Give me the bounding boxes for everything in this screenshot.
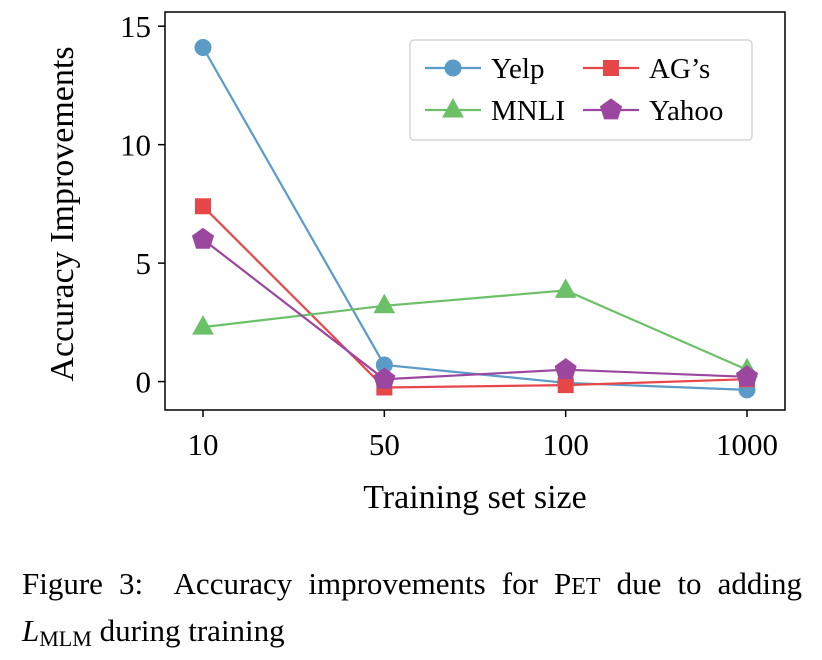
data-point-ags	[557, 377, 574, 394]
y-tick-label: 10	[120, 128, 151, 163]
x-tick-label: 50	[369, 427, 400, 462]
series-lines	[202, 46, 748, 391]
legend: Yelp AG’s MNLI Yahoo	[409, 39, 753, 141]
plot-frame	[164, 11, 786, 411]
data-point-mnli	[554, 278, 577, 298]
legend-marker-yahoo	[599, 98, 623, 120]
caption-text-1: Accuracy improvements for	[173, 566, 554, 601]
legend-label-mnli: MNLI	[491, 95, 565, 127]
caption-pet-rest: ET	[571, 574, 601, 600]
series-line-ags	[202, 205, 748, 389]
x-tick-label: 100	[542, 427, 589, 462]
legend-label-yelp: Yelp	[491, 53, 544, 85]
data-point-yahoo	[191, 227, 215, 249]
data-point-yahoo	[373, 367, 396, 389]
axis-ticks: 0 5 10 15 10 50 100 1000	[120, 9, 778, 462]
caption-text-2: due to adding	[600, 566, 802, 601]
caption-pet-initial: P	[553, 566, 572, 601]
legend-box	[409, 39, 753, 141]
series-markers	[191, 39, 759, 399]
caption-label: Figure 3:	[22, 566, 144, 601]
legend-label-ags: AG’s	[649, 53, 710, 85]
y-tick-label: 5	[136, 246, 152, 281]
x-tick-label: 1000	[716, 427, 778, 462]
data-point-yahoo	[735, 365, 759, 387]
y-axis-label: Accuracy Improvements	[44, 46, 81, 381]
y-tick-label: 0	[136, 365, 152, 400]
data-point-yelp	[194, 39, 212, 57]
data-point-mnli	[192, 315, 214, 335]
data-point-yahoo	[554, 358, 577, 380]
series-line-mnli	[202, 289, 748, 371]
legend-marker-ags	[603, 60, 619, 76]
legend-marker-mnli	[442, 97, 464, 118]
y-tick-label: 15	[120, 9, 151, 44]
legend-marker-yelp	[444, 59, 462, 77]
chart: 0 5 10 15 10 50 100 1000 Yelp AG’s MNLI Yahoo Accu…	[44, 9, 786, 516]
figure-caption: Figure 3: Accuracy improvements for PET …	[22, 562, 802, 660]
data-point-mnli	[373, 293, 396, 314]
x-tick-label: 10	[188, 427, 219, 462]
legend-label-yahoo: Yahoo	[649, 95, 723, 127]
data-point-ags	[195, 198, 211, 215]
caption-math-sub: MLM	[39, 626, 92, 651]
caption-text-3: during training	[91, 613, 285, 648]
series-line-yahoo	[202, 238, 748, 381]
x-axis-label: Training set size	[363, 479, 587, 516]
caption-math-l: L	[22, 613, 40, 648]
